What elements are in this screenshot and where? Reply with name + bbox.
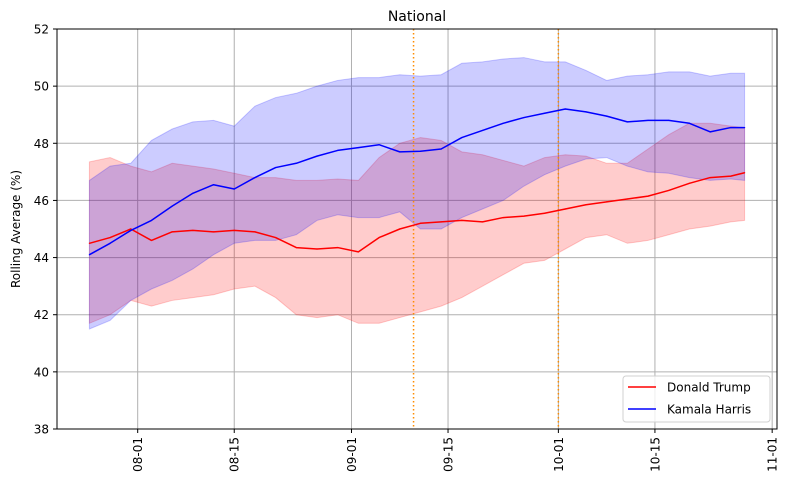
y-tick-label: 40 — [34, 365, 49, 379]
point-donald-trump — [668, 189, 670, 192]
legend: Donald Trump Kamala Harris — [622, 375, 771, 423]
point-kamala-harris — [357, 146, 359, 149]
point-kamala-harris — [254, 176, 256, 179]
x-tick-label: 08-01 — [131, 437, 145, 472]
plot-frame — [56, 28, 778, 430]
point-kamala-harris — [626, 121, 628, 123]
point-kamala-harris — [585, 111, 587, 113]
point-kamala-harris — [668, 119, 670, 122]
point-donald-trump — [171, 231, 173, 233]
point-kamala-harris — [150, 219, 153, 222]
point-kamala-harris — [378, 144, 380, 146]
point-kamala-harris — [399, 151, 401, 153]
point-donald-trump — [523, 215, 525, 217]
point-donald-trump — [254, 231, 256, 233]
point-donald-trump — [606, 201, 608, 203]
point-donald-trump — [150, 239, 153, 242]
legend-label-donald-trump: Donald Trump — [667, 381, 751, 395]
point-donald-trump — [275, 236, 277, 239]
point-donald-trump — [709, 176, 711, 179]
y-tick-label: 52 — [34, 23, 49, 37]
legend-label-kamala-harris: Kamala Harris — [667, 403, 751, 417]
point-donald-trump — [109, 236, 111, 239]
point-donald-trump — [730, 175, 732, 177]
point-donald-trump — [399, 228, 401, 230]
point-kamala-harris — [88, 254, 91, 256]
point-donald-trump — [440, 221, 442, 223]
y-tick-label: 38 — [34, 423, 49, 437]
point-kamala-harris — [130, 229, 132, 232]
point-donald-trump — [357, 251, 359, 253]
point-donald-trump — [295, 246, 297, 249]
point-kamala-harris — [688, 122, 691, 124]
point-donald-trump — [316, 248, 318, 250]
x-tick-label: 10-01 — [552, 437, 566, 472]
point-donald-trump — [419, 222, 422, 224]
point-kamala-harris — [481, 129, 484, 132]
point-kamala-harris — [564, 108, 566, 110]
y-tick-label: 50 — [34, 80, 49, 94]
legend-box — [622, 375, 771, 423]
point-donald-trump — [647, 195, 649, 197]
band-donald-trump — [88, 122, 746, 325]
point-kamala-harris — [419, 150, 422, 152]
point-donald-trump — [130, 228, 132, 230]
point-kamala-harris — [233, 188, 235, 190]
y-tick-label: 46 — [34, 194, 49, 208]
y-axis-label: Rolling Average (%) — [9, 170, 23, 288]
point-kamala-harris — [461, 136, 463, 139]
point-donald-trump — [233, 229, 235, 232]
point-kamala-harris — [606, 115, 608, 117]
y-tick-label: 42 — [34, 308, 49, 322]
point-donald-trump — [502, 216, 504, 219]
band-kamala-harris — [88, 57, 746, 330]
point-donald-trump — [461, 219, 463, 222]
y-tick-label: 48 — [34, 137, 49, 151]
point-kamala-harris — [171, 205, 173, 207]
y-tick-label: 44 — [34, 251, 49, 265]
confidence-bands — [88, 57, 746, 330]
point-kamala-harris — [212, 184, 215, 186]
point-kamala-harris — [316, 155, 318, 157]
point-kamala-harris — [647, 119, 649, 122]
point-donald-trump — [543, 212, 546, 214]
point-kamala-harris — [743, 126, 746, 129]
reference-lines — [412, 29, 560, 429]
point-donald-trump — [688, 182, 691, 184]
point-kamala-harris — [523, 116, 525, 119]
x-tick-label: 11-01 — [766, 437, 780, 472]
point-kamala-harris — [709, 131, 711, 133]
y-axis-ticks: 38 40 42 44 46 48 50 52 — [34, 23, 57, 437]
point-kamala-harris — [192, 192, 194, 194]
point-kamala-harris — [337, 149, 339, 152]
grid-lines — [57, 29, 777, 429]
point-donald-trump — [481, 221, 484, 223]
point-kamala-harris — [730, 126, 732, 129]
point-kamala-harris — [502, 122, 504, 124]
x-tick-label: 10-15 — [648, 437, 662, 472]
x-axis-ticks: 08-01 08-15 09-01 09-15 10-01 10-15 11-01 — [131, 429, 780, 472]
series-lines — [88, 108, 746, 256]
point-donald-trump — [378, 236, 380, 239]
point-donald-trump — [585, 204, 587, 206]
point-kamala-harris — [543, 112, 546, 114]
point-donald-trump — [88, 242, 91, 244]
point-kamala-harris — [295, 162, 297, 164]
point-donald-trump — [337, 246, 339, 249]
chart-title: National — [388, 9, 446, 25]
point-donald-trump — [564, 208, 566, 210]
point-kamala-harris — [109, 242, 111, 244]
x-tick-label: 08-15 — [228, 437, 242, 472]
point-kamala-harris — [275, 166, 277, 169]
point-donald-trump — [626, 198, 628, 200]
point-donald-trump — [743, 172, 746, 174]
point-donald-trump — [192, 229, 194, 232]
x-tick-label: 09-01 — [345, 437, 359, 472]
point-donald-trump — [212, 231, 215, 233]
x-tick-label: 09-15 — [442, 437, 456, 472]
point-kamala-harris — [440, 148, 442, 150]
